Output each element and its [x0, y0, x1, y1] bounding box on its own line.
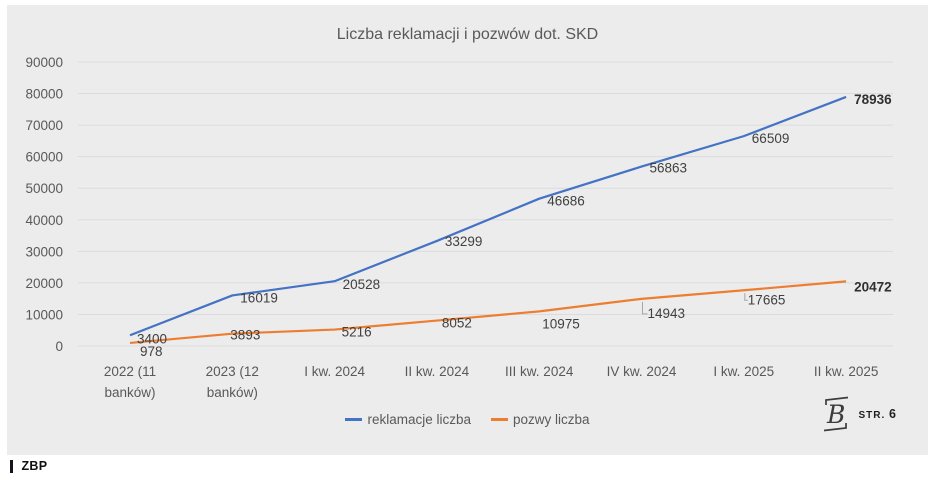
y-tick-label: 30000 [25, 244, 63, 259]
y-tick-label: 60000 [25, 150, 63, 165]
data-label-reklamacje: 66509 [752, 131, 790, 146]
zbp-logo-icon: B [824, 396, 849, 432]
data-label-reklamacje: 33299 [445, 234, 483, 249]
data-label-pozwy: 5216 [342, 325, 372, 340]
data-label-pozwy: 10975 [542, 316, 580, 331]
chart-title: Liczba reklamacji i pozwów dot. SKD [336, 26, 599, 43]
legend-item-pozwy: pozwy liczba [491, 412, 590, 427]
data-label-pozwy: 14943 [648, 306, 686, 321]
chart-card: Liczba reklamacji i pozwów dot. SKD 0 100… [7, 5, 928, 455]
page-ref-number: 6 [889, 407, 896, 421]
footer-bar-icon [10, 459, 13, 473]
data-label-pozwy: 3893 [230, 328, 260, 343]
y-tick-label: 40000 [25, 213, 63, 228]
y-tick-label: 0 [55, 339, 63, 354]
source-label: ZBP [21, 459, 48, 473]
label-leader-line [642, 301, 648, 315]
x-tick-label: III kw. 2024 [505, 364, 574, 379]
data-label-reklamacje: 3400 [137, 331, 167, 346]
x-tick-label: II kw. 2025 [814, 364, 879, 379]
legend-swatch-reklamacje [345, 418, 363, 421]
data-label-reklamacje: 16019 [240, 290, 278, 305]
legend-item-reklamacje: reklamacje liczba [345, 412, 471, 427]
data-label-reklamacje: 78936 [854, 92, 892, 107]
x-tick-label: I kw. 2025 [713, 364, 774, 379]
line-chart: 0 10000 20000 30000 40000 50000 60000 70000 8000… [25, 55, 893, 400]
data-label-pozwy: 17665 [748, 292, 786, 307]
series-line-reklamacje [129, 95, 847, 337]
data-label-pozwy: 8052 [442, 316, 472, 331]
x-tick-label: IV kw. 2024 [607, 364, 677, 379]
x-tick-label: II kw. 2024 [405, 364, 470, 379]
y-tick-label: 80000 [25, 87, 63, 102]
data-label-reklamacje: 46686 [547, 194, 585, 209]
logo-letter: B [826, 400, 845, 429]
label-leader-line [744, 293, 748, 301]
y-tick-label: 90000 [25, 55, 63, 70]
zbp-logo: B STR. 6 [821, 395, 896, 433]
x-tick-label: 2023 (12 banków) [206, 364, 259, 400]
legend-swatch-pozwy [491, 418, 508, 421]
data-label-reklamacje: 20528 [343, 277, 381, 292]
y-tick-label: 20000 [25, 276, 63, 291]
data-label-reklamacje: 56863 [650, 161, 688, 176]
data-label-pozwy: 20472 [854, 279, 892, 294]
series-line-pozwy [129, 280, 847, 345]
x-tick-label: 2022 (11 banków) [104, 364, 156, 400]
legend-label-pozwy: pozwy liczba [513, 412, 590, 427]
y-tick-label: 50000 [25, 181, 63, 196]
y-tick-label: 70000 [25, 118, 63, 133]
chart-legend: reklamacje liczba pozwy liczba [7, 412, 928, 427]
y-tick-label: 10000 [25, 307, 63, 322]
legend-label-reklamacje: reklamacje liczba [367, 412, 471, 427]
x-tick-label: I kw. 2024 [304, 364, 365, 379]
page-ref: STR. 6 [858, 407, 896, 421]
page-ref-label: STR. [858, 410, 886, 421]
source-footer: ZBP [10, 459, 47, 473]
data-label-pozwy: 978 [140, 344, 163, 359]
